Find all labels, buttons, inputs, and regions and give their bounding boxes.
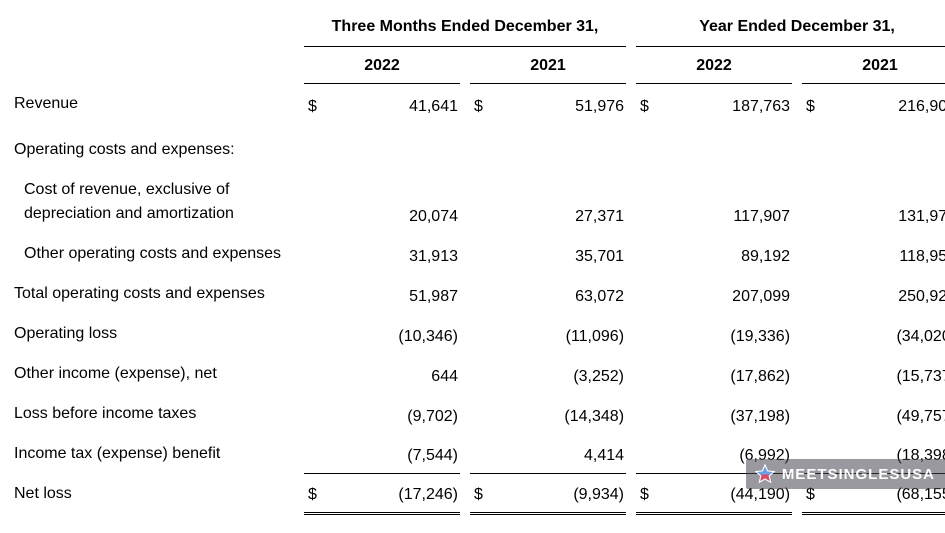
value-cell: 250,925 (830, 274, 945, 314)
col-year-y-2022: 2022 (636, 47, 792, 84)
label-revenue: Revenue (14, 84, 304, 124)
currency-symbol: $ (304, 474, 332, 514)
label-cost-of-revenue: Cost of revenue, exclusive of depreciati… (14, 170, 304, 234)
value-cell: 207,099 (664, 274, 792, 314)
value-cell: (37,198) (664, 394, 792, 434)
label-other-op-costs: Other operating costs and expenses (14, 234, 304, 274)
value-cell: 31,913 (332, 234, 460, 274)
value-cell: 27,371 (498, 170, 626, 234)
label-income-tax: Income tax (expense) benefit (14, 434, 304, 474)
value-cell: 35,701 (498, 234, 626, 274)
value-cell: 63,072 (498, 274, 626, 314)
label-net-loss: Net loss (14, 474, 304, 514)
period-header-three-months: Three Months Ended December 31, (304, 12, 626, 47)
row-cost-of-revenue: Cost of revenue, exclusive of depreciati… (14, 170, 945, 234)
value-cell: (17,246) (332, 474, 460, 514)
row-operating-loss: Operating loss (10,346) (11,096) (19,336… (14, 314, 945, 354)
label-operating-loss: Operating loss (14, 314, 304, 354)
col-year-q-2021: 2021 (470, 47, 626, 84)
value-cell: 4,414 (498, 434, 626, 474)
currency-symbol: $ (636, 474, 664, 514)
currency-symbol: $ (802, 84, 830, 124)
value-cell: 117,907 (664, 170, 792, 234)
value-cell: 51,976 (498, 84, 626, 124)
label-loss-before-tax: Loss before income taxes (14, 394, 304, 434)
value-cell: (9,934) (498, 474, 626, 514)
value-cell: 20,074 (332, 170, 460, 234)
period-header-year: Year Ended December 31, (636, 12, 945, 47)
value-cell: (49,757) (830, 394, 945, 434)
row-loss-before-tax: Loss before income taxes (9,702) (14,348… (14, 394, 945, 434)
row-other-income: Other income (expense), net 644 (3,252) … (14, 354, 945, 394)
value-cell: (15,737) (830, 354, 945, 394)
label-other-income: Other income (expense), net (14, 354, 304, 394)
value-cell: (3,252) (498, 354, 626, 394)
value-cell: (9,702) (332, 394, 460, 434)
value-cell: 89,192 (664, 234, 792, 274)
value-cell: (34,020) (830, 314, 945, 354)
row-total-op-costs: Total operating costs and expenses 51,98… (14, 274, 945, 314)
currency-symbol: $ (636, 84, 664, 124)
value-cell: 131,974 (830, 170, 945, 234)
star-icon (754, 463, 776, 485)
row-revenue: Revenue $ 41,641 $ 51,976 $ 187,763 $ 21… (14, 84, 945, 124)
label-total-op-costs: Total operating costs and expenses (14, 274, 304, 314)
value-cell: (17,862) (664, 354, 792, 394)
value-cell: (7,544) (332, 434, 460, 474)
value-cell: (10,346) (332, 314, 460, 354)
watermark-text: MEETSINGLESUSA (782, 466, 935, 483)
col-year-y-2021: 2021 (802, 47, 945, 84)
value-cell: 51,987 (332, 274, 460, 314)
watermark: MEETSINGLESUSA (746, 459, 945, 489)
value-cell: 187,763 (664, 84, 792, 124)
period-header-row: Three Months Ended December 31, Year End… (14, 12, 945, 47)
value-cell: 644 (332, 354, 460, 394)
value-cell: 216,905 (830, 84, 945, 124)
currency-symbol: $ (304, 84, 332, 124)
financial-table: Three Months Ended December 31, Year End… (14, 12, 945, 515)
value-cell: (11,096) (498, 314, 626, 354)
label-op-costs-header: Operating costs and expenses: (14, 124, 304, 170)
value-cell: 118,951 (830, 234, 945, 274)
currency-symbol: $ (470, 84, 498, 124)
year-header-row: 2022 2021 2022 2021 (14, 47, 945, 84)
value-cell: (19,336) (664, 314, 792, 354)
value-cell: 41,641 (332, 84, 460, 124)
value-cell: (14,348) (498, 394, 626, 434)
row-op-costs-header: Operating costs and expenses: (14, 124, 945, 170)
currency-symbol: $ (470, 474, 498, 514)
row-other-op-costs: Other operating costs and expenses 31,91… (14, 234, 945, 274)
col-year-q-2022: 2022 (304, 47, 460, 84)
